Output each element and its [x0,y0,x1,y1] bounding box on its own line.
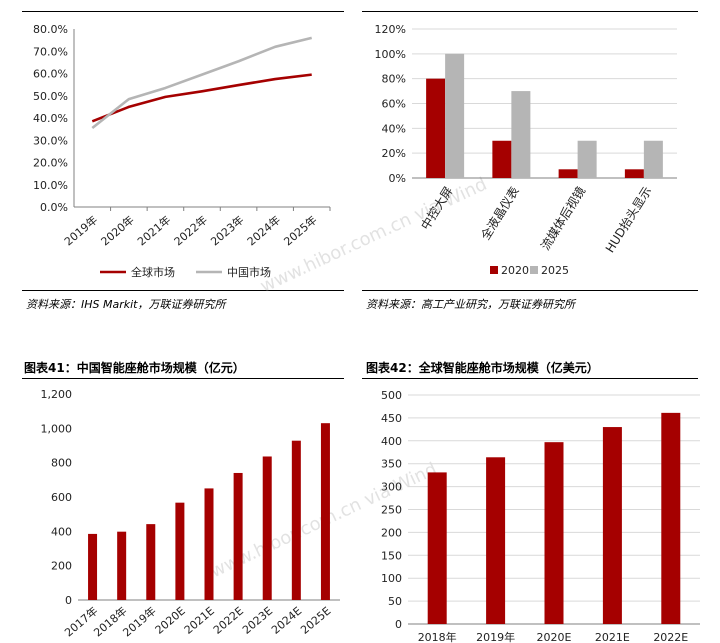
legend-label: 全球市场 [131,265,175,279]
top-rule-right [362,11,698,12]
penetration-x-tick-label: HUD抬头显示 [603,184,655,255]
caption-figure-41: 图表41：中国智能座舱市场规模（亿元） [24,361,245,375]
global-market-chart-y-tick-label: 100 [381,572,402,585]
global-market-chart-y-tick-label: 200 [381,526,402,539]
penetration-x-tick-label: 流媒体后视镜 [537,184,588,253]
china-market-bar [88,533,98,600]
global-market-chart-y-tick-label: 450 [381,412,402,425]
legend-label: 中国市场 [227,265,271,279]
line-series-global [91,73,312,123]
global-market-chart-y-tick-label: 50 [388,595,402,608]
source-right: 资料来源：高工产业研究，万联证券研究所 [366,298,575,311]
line-chart-x-tick-label: 2024年 [244,213,283,249]
penetration-x-tick-label: 全液晶仪表 [477,184,522,243]
line-chart-y-tick-label: 10.0% [33,179,68,192]
global-market-x-tick-label: 2020E [537,631,572,643]
global-market-bar [661,412,681,624]
caption-rule-right [362,378,698,379]
global-market-chart-y-tick-label: 350 [381,458,402,471]
global-market-x-tick-label: 2021E [595,631,630,643]
legend-square-swatch [530,266,538,274]
line-series-china [91,36,313,130]
line-chart-x-tick-label: 2023年 [208,213,247,249]
penetration-chart-y-tick-label: 20% [382,147,406,160]
bar-2025 [445,53,465,179]
bar-2020 [492,140,512,178]
china-market-bar [262,456,272,600]
china-market-x-tick-label: 2023E [240,604,275,636]
legend-label: 2020 [501,264,529,277]
china-market-chart-y-tick-label: 1,000 [41,422,73,435]
global-market-x-tick-label: 2022E [653,631,688,643]
global-market-bar [427,472,447,624]
penetration-chart-y-tick-label: 100% [375,48,406,61]
china-market-x-tick-label: 2024E [269,604,304,636]
global-market-x-tick-label: 2018年 [418,630,457,643]
china-market-x-tick-label: 2025E [298,604,333,636]
global-market-chart-y-tick-label: 500 [381,389,402,402]
line-chart-x-tick-label: 2021年 [134,213,173,249]
caption-figure-42: 图表42：全球智能座舱市场规模（亿美元） [366,361,599,375]
line-chart-y-tick-label: 80.0% [33,23,68,36]
line-chart-y-tick-label: 60.0% [33,68,68,81]
line-chart-y-tick-label: 20.0% [33,157,68,170]
bar-2020 [624,169,644,178]
legend-label: 2025 [541,264,569,277]
global-market-chart-y-tick-label: 0 [395,618,402,631]
penetration-chart-y-tick-label: 0% [389,172,406,185]
line-chart-y-tick-label: 30.0% [33,134,68,147]
source-rule-right [362,290,698,291]
global-market-chart-y-tick-label: 300 [381,481,402,494]
global-market-bar [486,457,506,624]
china-market-bar [117,531,127,600]
global-market-chart-y-tick-label: 250 [381,504,402,517]
penetration-chart-y-tick-label: 80% [382,73,406,86]
china-market-x-tick-label: 2019年 [120,604,159,640]
line-chart-y-tick-label: 70.0% [33,45,68,58]
line-chart-x-tick-label: 2025年 [281,213,320,249]
line-chart-x-tick-label: 2020年 [98,213,137,249]
china-market-bar [204,488,214,600]
global-market-x-tick-label: 2019年 [476,630,515,643]
china-market-chart-y-tick-label: 200 [51,560,72,573]
source-rule-left [22,290,344,291]
line-chart-y-tick-label: 50.0% [33,90,68,103]
china-market-bar [146,524,156,600]
source-left: 资料来源：IHS Markit，万联证券研究所 [26,298,226,311]
penetration-x-tick-label: 中控大屏 [418,184,456,233]
china-market-x-tick-label: 2021E [182,604,217,636]
bar-2020 [426,78,446,178]
penetration-chart-y-tick-label: 120% [375,23,406,36]
bar-2025 [577,140,597,178]
china-market-bar [291,440,301,600]
china-market-x-tick-label: 2020E [153,604,188,636]
china-market-chart-y-tick-label: 0 [65,594,72,607]
legend-square-swatch [490,266,498,274]
line-chart-x-tick-label: 2022年 [171,213,210,249]
china-market-bar [320,423,330,600]
penetration-chart-y-tick-label: 60% [382,98,406,111]
china-market-chart-y-tick-label: 1,200 [41,388,73,401]
penetration-chart-y-tick-label: 40% [382,122,406,135]
china-market-bar [175,502,185,600]
global-market-chart-y-tick-label: 400 [381,435,402,448]
line-chart-y-tick-label: 40.0% [33,112,68,125]
line-chart-y-tick-label: 0.0% [40,201,68,214]
china-market-chart-y-tick-label: 800 [51,457,72,470]
china-market-chart-y-tick-label: 400 [51,525,72,538]
top-rule-left [22,11,344,12]
global-market-bar [602,427,622,624]
china-market-x-tick-label: 2022E [211,604,246,636]
bar-2025 [643,140,663,178]
bar-2020 [558,169,578,178]
china-market-bar [233,472,243,600]
line-chart-x-tick-label: 2019年 [61,213,100,249]
china-market-chart-y-tick-label: 600 [51,491,72,504]
global-market-chart-y-tick-label: 150 [381,549,402,562]
bar-2025 [511,91,531,178]
caption-rule-left [22,378,344,379]
global-market-bar [544,442,564,624]
